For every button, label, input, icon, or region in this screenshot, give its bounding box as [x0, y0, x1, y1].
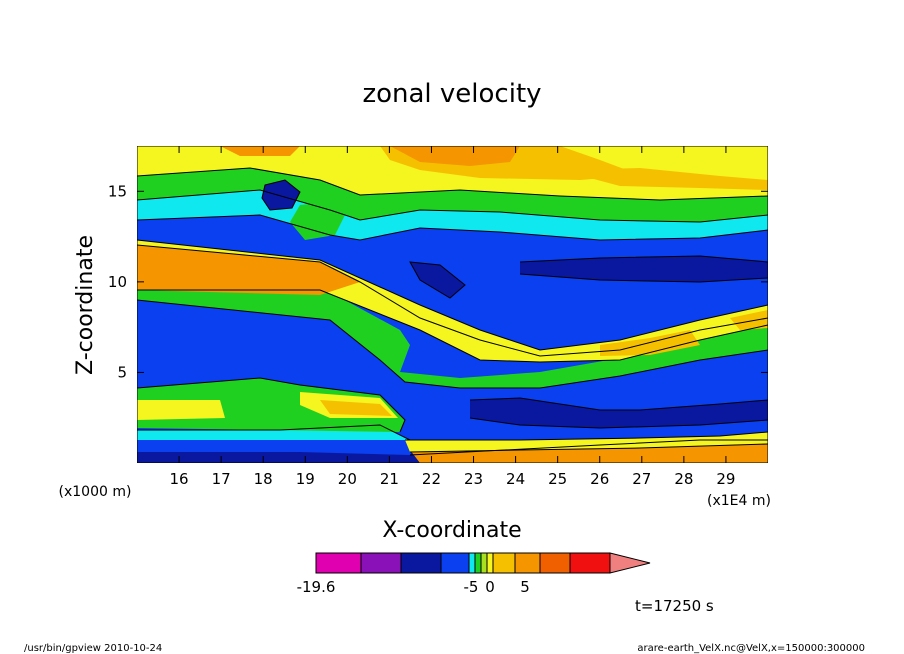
y-tick-label-2: 15	[108, 182, 127, 200]
colorbar-segment-5	[474, 552, 482, 574]
colorbar-segment-6	[480, 552, 488, 574]
contour-lines	[137, 167, 768, 456]
x-axis: 16 17 18 19 20 21 22 23 24 25 26 27 28 29	[170, 146, 735, 488]
x-tick-label-3: 19	[296, 470, 315, 488]
band-top-dark-orange	[220, 146, 520, 166]
colorbar-segment-4	[468, 552, 476, 574]
colorbar-segment-11	[569, 552, 611, 574]
x-tick-label-7: 23	[464, 470, 483, 488]
jet-green	[137, 288, 768, 388]
band-upper-green	[137, 168, 768, 222]
colorbar-segment-3	[440, 552, 470, 574]
pool-lower-right-dark	[470, 398, 768, 428]
x-tick-label-4: 20	[338, 470, 357, 488]
x-tick-label-6: 22	[422, 470, 441, 488]
colorbar-label-0: -19.6	[297, 578, 336, 596]
y-axis-label: Z-coordinate	[73, 235, 98, 375]
chart-title: zonal velocity	[362, 79, 541, 109]
x-tick-label-11: 27	[632, 470, 651, 488]
colorbar-segment-10	[539, 552, 571, 574]
y-unit-label: (x1000 m)	[59, 484, 132, 500]
footer-left: /usr/bin/gpview 2010-10-24	[24, 643, 162, 654]
footer-right: arare-earth_VelX.nc@VelX,x=150000:300000	[637, 643, 865, 654]
y-tick-label-1: 10	[108, 273, 127, 291]
x-tick-label-13: 29	[716, 470, 735, 488]
y-tick-label-0: 5	[117, 363, 127, 381]
y-axis: 5 10 15	[108, 182, 768, 381]
cell-upper-green	[290, 202, 345, 240]
band-lower-green	[137, 378, 405, 432]
colorbar-segment-0	[315, 552, 362, 574]
colorbar-segment-2	[400, 552, 442, 574]
colorbar: -19.6 -5 0 5	[297, 552, 651, 596]
colorbar-segment-1	[360, 552, 402, 574]
colorbar-segment-8	[492, 552, 516, 574]
pool-upper-right-dark	[410, 256, 768, 298]
colorbar-label-2: 0	[485, 578, 495, 596]
x-tick-label-0: 16	[170, 470, 189, 488]
colorbar-segment-9	[514, 552, 541, 574]
band-lower-orange	[320, 400, 392, 416]
x-tick-label-10: 26	[590, 470, 609, 488]
x-tick-label-8: 24	[506, 470, 525, 488]
band-bottom-yellow	[405, 432, 768, 452]
x-unit-label: (x1E4 m)	[707, 493, 771, 509]
x-tick-label-5: 21	[380, 470, 399, 488]
cell-upper-dark	[262, 180, 300, 210]
x-tick-label-9: 25	[548, 470, 567, 488]
colorbar-label-3: 5	[520, 578, 530, 596]
colorbar-segment-7	[486, 552, 494, 574]
colorbar-label-1: -5	[464, 578, 479, 596]
time-annotation: t=17250 s	[635, 597, 714, 615]
jet-orange	[137, 245, 360, 295]
x-axis-label: X-coordinate	[382, 518, 521, 543]
x-tick-label-12: 28	[674, 470, 693, 488]
colorbar-extend-arrow	[609, 552, 651, 574]
x-tick-label-2: 18	[254, 470, 273, 488]
x-tick-label-1: 17	[212, 470, 231, 488]
contour-field	[137, 146, 768, 463]
